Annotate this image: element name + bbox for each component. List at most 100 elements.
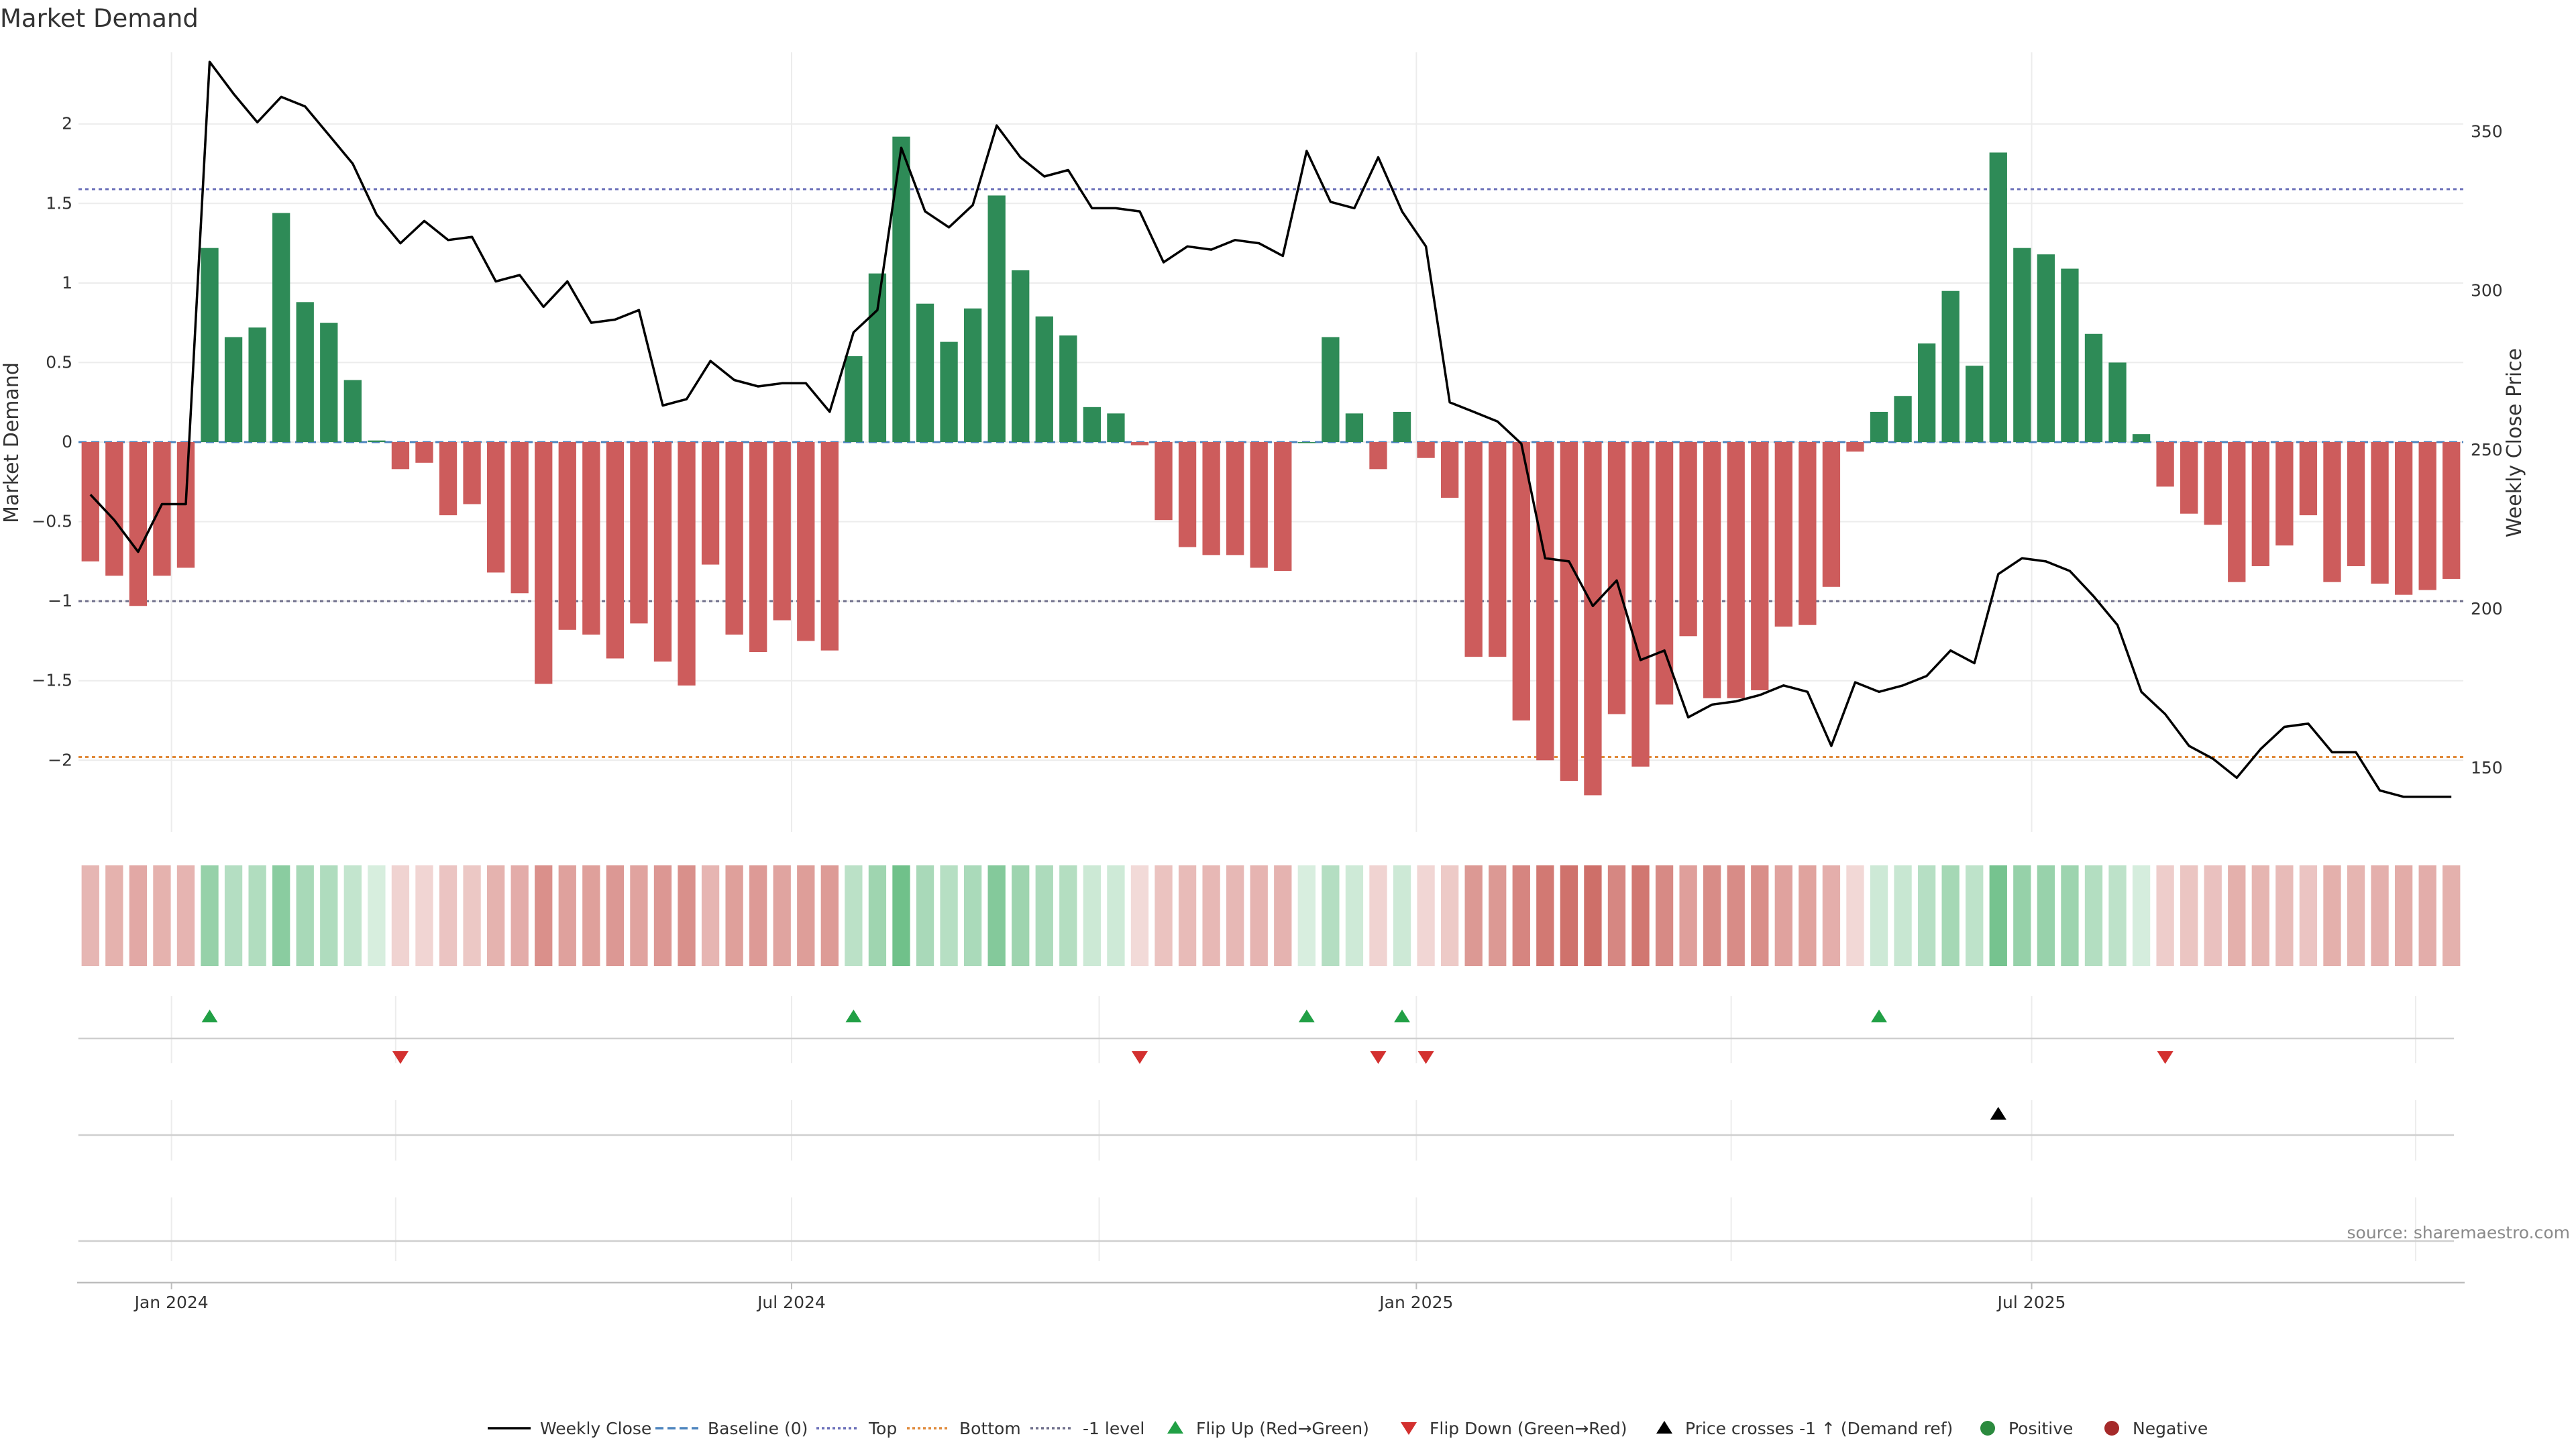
flip-up-marker bbox=[1871, 1010, 1888, 1022]
demand-bar bbox=[1250, 442, 1268, 568]
y2-tick-label: 300 bbox=[2471, 281, 2503, 301]
demand-bar bbox=[1083, 407, 1102, 442]
demand-bar bbox=[940, 341, 958, 442]
demand-bar bbox=[2347, 442, 2365, 566]
heat-cell bbox=[2323, 865, 2341, 966]
chart-title: Market Demand bbox=[0, 4, 199, 33]
flip-up-marker bbox=[1394, 1010, 1411, 1022]
heat-cell bbox=[463, 865, 481, 966]
demand-bar bbox=[2084, 333, 2103, 442]
demand-bar bbox=[1345, 413, 1364, 442]
heat-cell bbox=[511, 865, 529, 966]
heat-cell bbox=[224, 865, 243, 966]
demand-bar bbox=[1822, 442, 1841, 587]
demand-bar bbox=[535, 442, 553, 684]
demand-bar bbox=[1870, 411, 1888, 442]
legend-item: Price crosses -1 ↑ (Demand ref) bbox=[1656, 1419, 1953, 1438]
flip-down-marker bbox=[2157, 1051, 2174, 1064]
price-cross-panel bbox=[78, 1100, 2454, 1161]
heat-cell bbox=[1274, 865, 1292, 966]
demand-bar bbox=[2180, 442, 2198, 514]
demand-bar bbox=[463, 442, 481, 504]
y-axis-ticks: 2 1.5 1 0.5 0 −0.5 −1 −1.5 −2 bbox=[32, 114, 72, 770]
heat-cell bbox=[630, 865, 648, 966]
heat-cell bbox=[1035, 865, 1053, 966]
legend-label: Flip Up (Red→Green) bbox=[1196, 1419, 1369, 1438]
legend-item: Weekly Close bbox=[488, 1419, 651, 1438]
heat-cell bbox=[845, 865, 863, 966]
heat-cell bbox=[248, 865, 266, 966]
heat-cell bbox=[1631, 865, 1650, 966]
demand-bar bbox=[272, 213, 290, 442]
demand-bar bbox=[1489, 442, 1507, 657]
demand-bar bbox=[1774, 442, 1792, 627]
demand-bar bbox=[2275, 442, 2294, 546]
heat-cell bbox=[1440, 865, 1459, 966]
x-tick-label: Jan 2024 bbox=[133, 1293, 209, 1312]
heat-cell bbox=[963, 865, 982, 966]
demand-bar bbox=[1369, 442, 1387, 470]
heat-cell bbox=[1917, 865, 1936, 966]
demand-bar bbox=[678, 442, 696, 686]
price-cross-marker bbox=[1990, 1107, 2006, 1120]
legend-item: Top bbox=[816, 1419, 897, 1438]
legend-swatch bbox=[1167, 1421, 1183, 1434]
heat-cell bbox=[2037, 865, 2055, 966]
heat-cell bbox=[1799, 865, 1817, 966]
heat-cell bbox=[439, 865, 458, 966]
heat-cell bbox=[2228, 865, 2246, 966]
heat-cell bbox=[105, 865, 123, 966]
demand-bar bbox=[439, 442, 458, 516]
heat-cell bbox=[2084, 865, 2103, 966]
heat-cell bbox=[415, 865, 433, 966]
y-tick-label: −1 bbox=[48, 591, 72, 610]
heat-cell bbox=[916, 865, 934, 966]
y2-tick-label: 150 bbox=[2471, 758, 2503, 777]
demand-bar bbox=[320, 323, 338, 442]
source-label: source: sharemaestro.com bbox=[2347, 1223, 2571, 1242]
heat-cell bbox=[1774, 865, 1792, 966]
heat-cell bbox=[1012, 865, 1030, 966]
y2-tick-label: 200 bbox=[2471, 599, 2503, 619]
demand-bar bbox=[1155, 442, 1173, 521]
demand-bar bbox=[2323, 442, 2341, 582]
demand-bar bbox=[725, 442, 743, 635]
heat-cell bbox=[797, 865, 815, 966]
legend-label: Negative bbox=[2133, 1419, 2208, 1438]
demand-bar bbox=[773, 442, 791, 621]
demand-bar bbox=[1989, 152, 2007, 442]
heat-cell bbox=[176, 865, 195, 966]
demand-bar bbox=[224, 337, 243, 442]
heat-cell bbox=[2371, 865, 2389, 966]
heat-cell bbox=[940, 865, 958, 966]
demand-bar bbox=[2228, 442, 2246, 582]
heat-cell bbox=[486, 865, 505, 966]
demand-bar bbox=[963, 308, 982, 442]
legend-item: Flip Up (Red→Green) bbox=[1167, 1419, 1369, 1438]
heat-cell bbox=[1655, 865, 1674, 966]
demand-bar bbox=[1512, 442, 1530, 720]
demand-bar bbox=[1679, 442, 1697, 637]
y-tick-label: −1.5 bbox=[32, 671, 72, 690]
x-tick-label: Jul 2024 bbox=[756, 1293, 826, 1312]
heat-cell bbox=[820, 865, 839, 966]
demand-bar bbox=[2037, 254, 2055, 442]
demand-bar bbox=[701, 442, 720, 565]
legend-swatch bbox=[1656, 1421, 1672, 1434]
demand-bar bbox=[1202, 442, 1220, 555]
legend-label: Bottom bbox=[959, 1419, 1021, 1438]
demand-bar bbox=[1297, 442, 1316, 443]
demand-bar bbox=[1417, 442, 1435, 458]
legend-label: Flip Down (Green→Red) bbox=[1430, 1419, 1627, 1438]
flip-down-marker bbox=[1417, 1051, 1434, 1064]
demand-bar bbox=[606, 442, 625, 659]
heat-cell bbox=[725, 865, 743, 966]
demand-bar bbox=[1178, 442, 1197, 547]
heat-cell bbox=[1250, 865, 1268, 966]
demand-bar bbox=[129, 442, 148, 606]
heat-cell bbox=[1584, 865, 1602, 966]
y2-tick-label: 350 bbox=[2471, 122, 2503, 142]
demand-bar bbox=[2204, 442, 2222, 525]
heat-cell bbox=[582, 865, 600, 966]
demand-bar bbox=[2251, 442, 2269, 566]
